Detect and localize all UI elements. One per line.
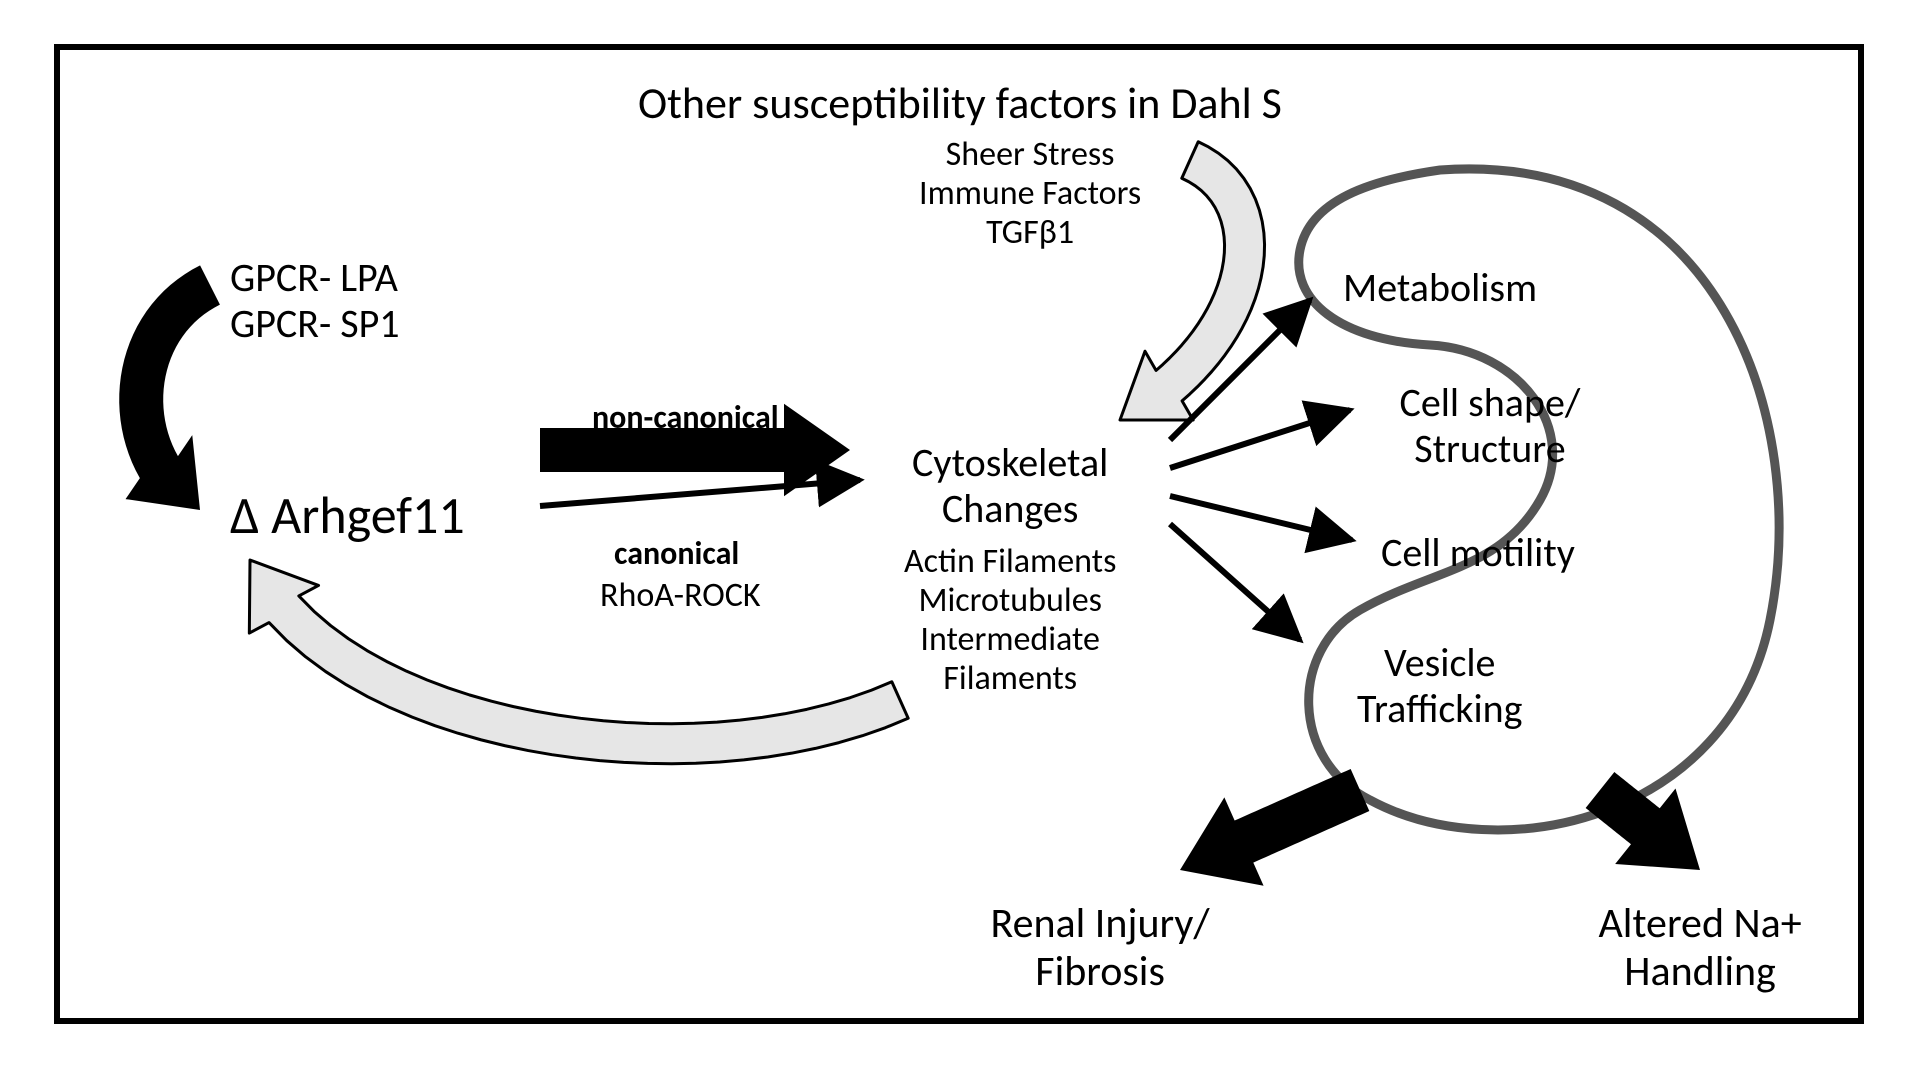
label-vesicle: Vesicle Trafficking [1357,640,1523,732]
label-non-canonical: non-canonical [592,400,779,437]
label-altered-na: Altered Na+ Handling [1599,900,1802,997]
label-rhoa-rock: RhoA-ROCK [600,576,761,615]
label-gpcr-list: GPCR- LPA GPCR- SP1 [230,255,400,347]
label-title: Other susceptibility factors in Dahl S [638,78,1282,129]
label-canonical: canonical [614,536,739,573]
label-susceptibility-list: Sheer Stress Immune Factors TGFβ1 [919,135,1141,252]
label-cytoskeletal-list: Actin Filaments Microtubules Intermediat… [904,542,1116,698]
label-cell-shape: Cell shape/ Structure [1400,380,1581,472]
label-arhgef11: Δ Arhgef11 [230,486,465,546]
label-cytoskeletal-title: Cytoskeletal Changes [912,440,1108,532]
label-cell-motility: Cell motility [1381,530,1575,576]
label-metabolism: Metabolism [1343,265,1537,311]
diagram-stage: Other susceptibility factors in Dahl S Sh… [0,0,1920,1068]
label-renal-injury: Renal Injury/ Fibrosis [991,900,1210,997]
